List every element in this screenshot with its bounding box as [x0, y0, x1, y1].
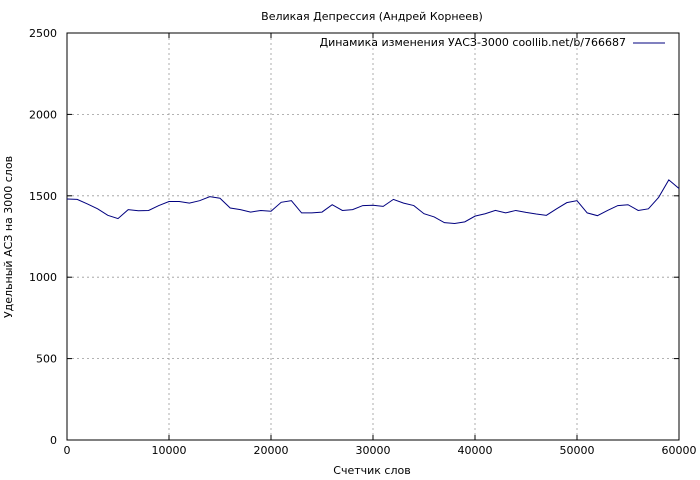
x-tick-label: 0 — [64, 444, 71, 457]
y-tick-label: 1500 — [29, 190, 57, 203]
y-tick-label: 0 — [50, 434, 57, 447]
x-tick-label: 30000 — [356, 444, 391, 457]
y-tick-label: 500 — [36, 353, 57, 366]
x-tick-label: 60000 — [662, 444, 697, 457]
y-tick-label: 1000 — [29, 271, 57, 284]
x-tick-label: 10000 — [152, 444, 187, 457]
axis-ticks — [66, 32, 680, 441]
chart-title: Великая Депрессия (Андрей Корнеев) — [261, 10, 483, 23]
y-axis-label: Удельный АСЗ на 3000 слов — [2, 156, 15, 318]
x-axis-label: Счетчик слов — [333, 464, 410, 477]
x-tick-label: 20000 — [254, 444, 289, 457]
x-tick-label: 50000 — [560, 444, 595, 457]
series-line — [66, 179, 680, 224]
y-tick-label: 2000 — [29, 108, 57, 121]
x-tick-label: 40000 — [458, 444, 493, 457]
grid — [67, 33, 679, 440]
y-tick-label: 2500 — [29, 27, 57, 40]
series-layer — [66, 179, 680, 224]
legend-label: Динамика изменения УАСЗ-3000 coollib.net… — [320, 36, 627, 49]
legend: Динамика изменения УАСЗ-3000 coollib.net… — [320, 36, 665, 49]
